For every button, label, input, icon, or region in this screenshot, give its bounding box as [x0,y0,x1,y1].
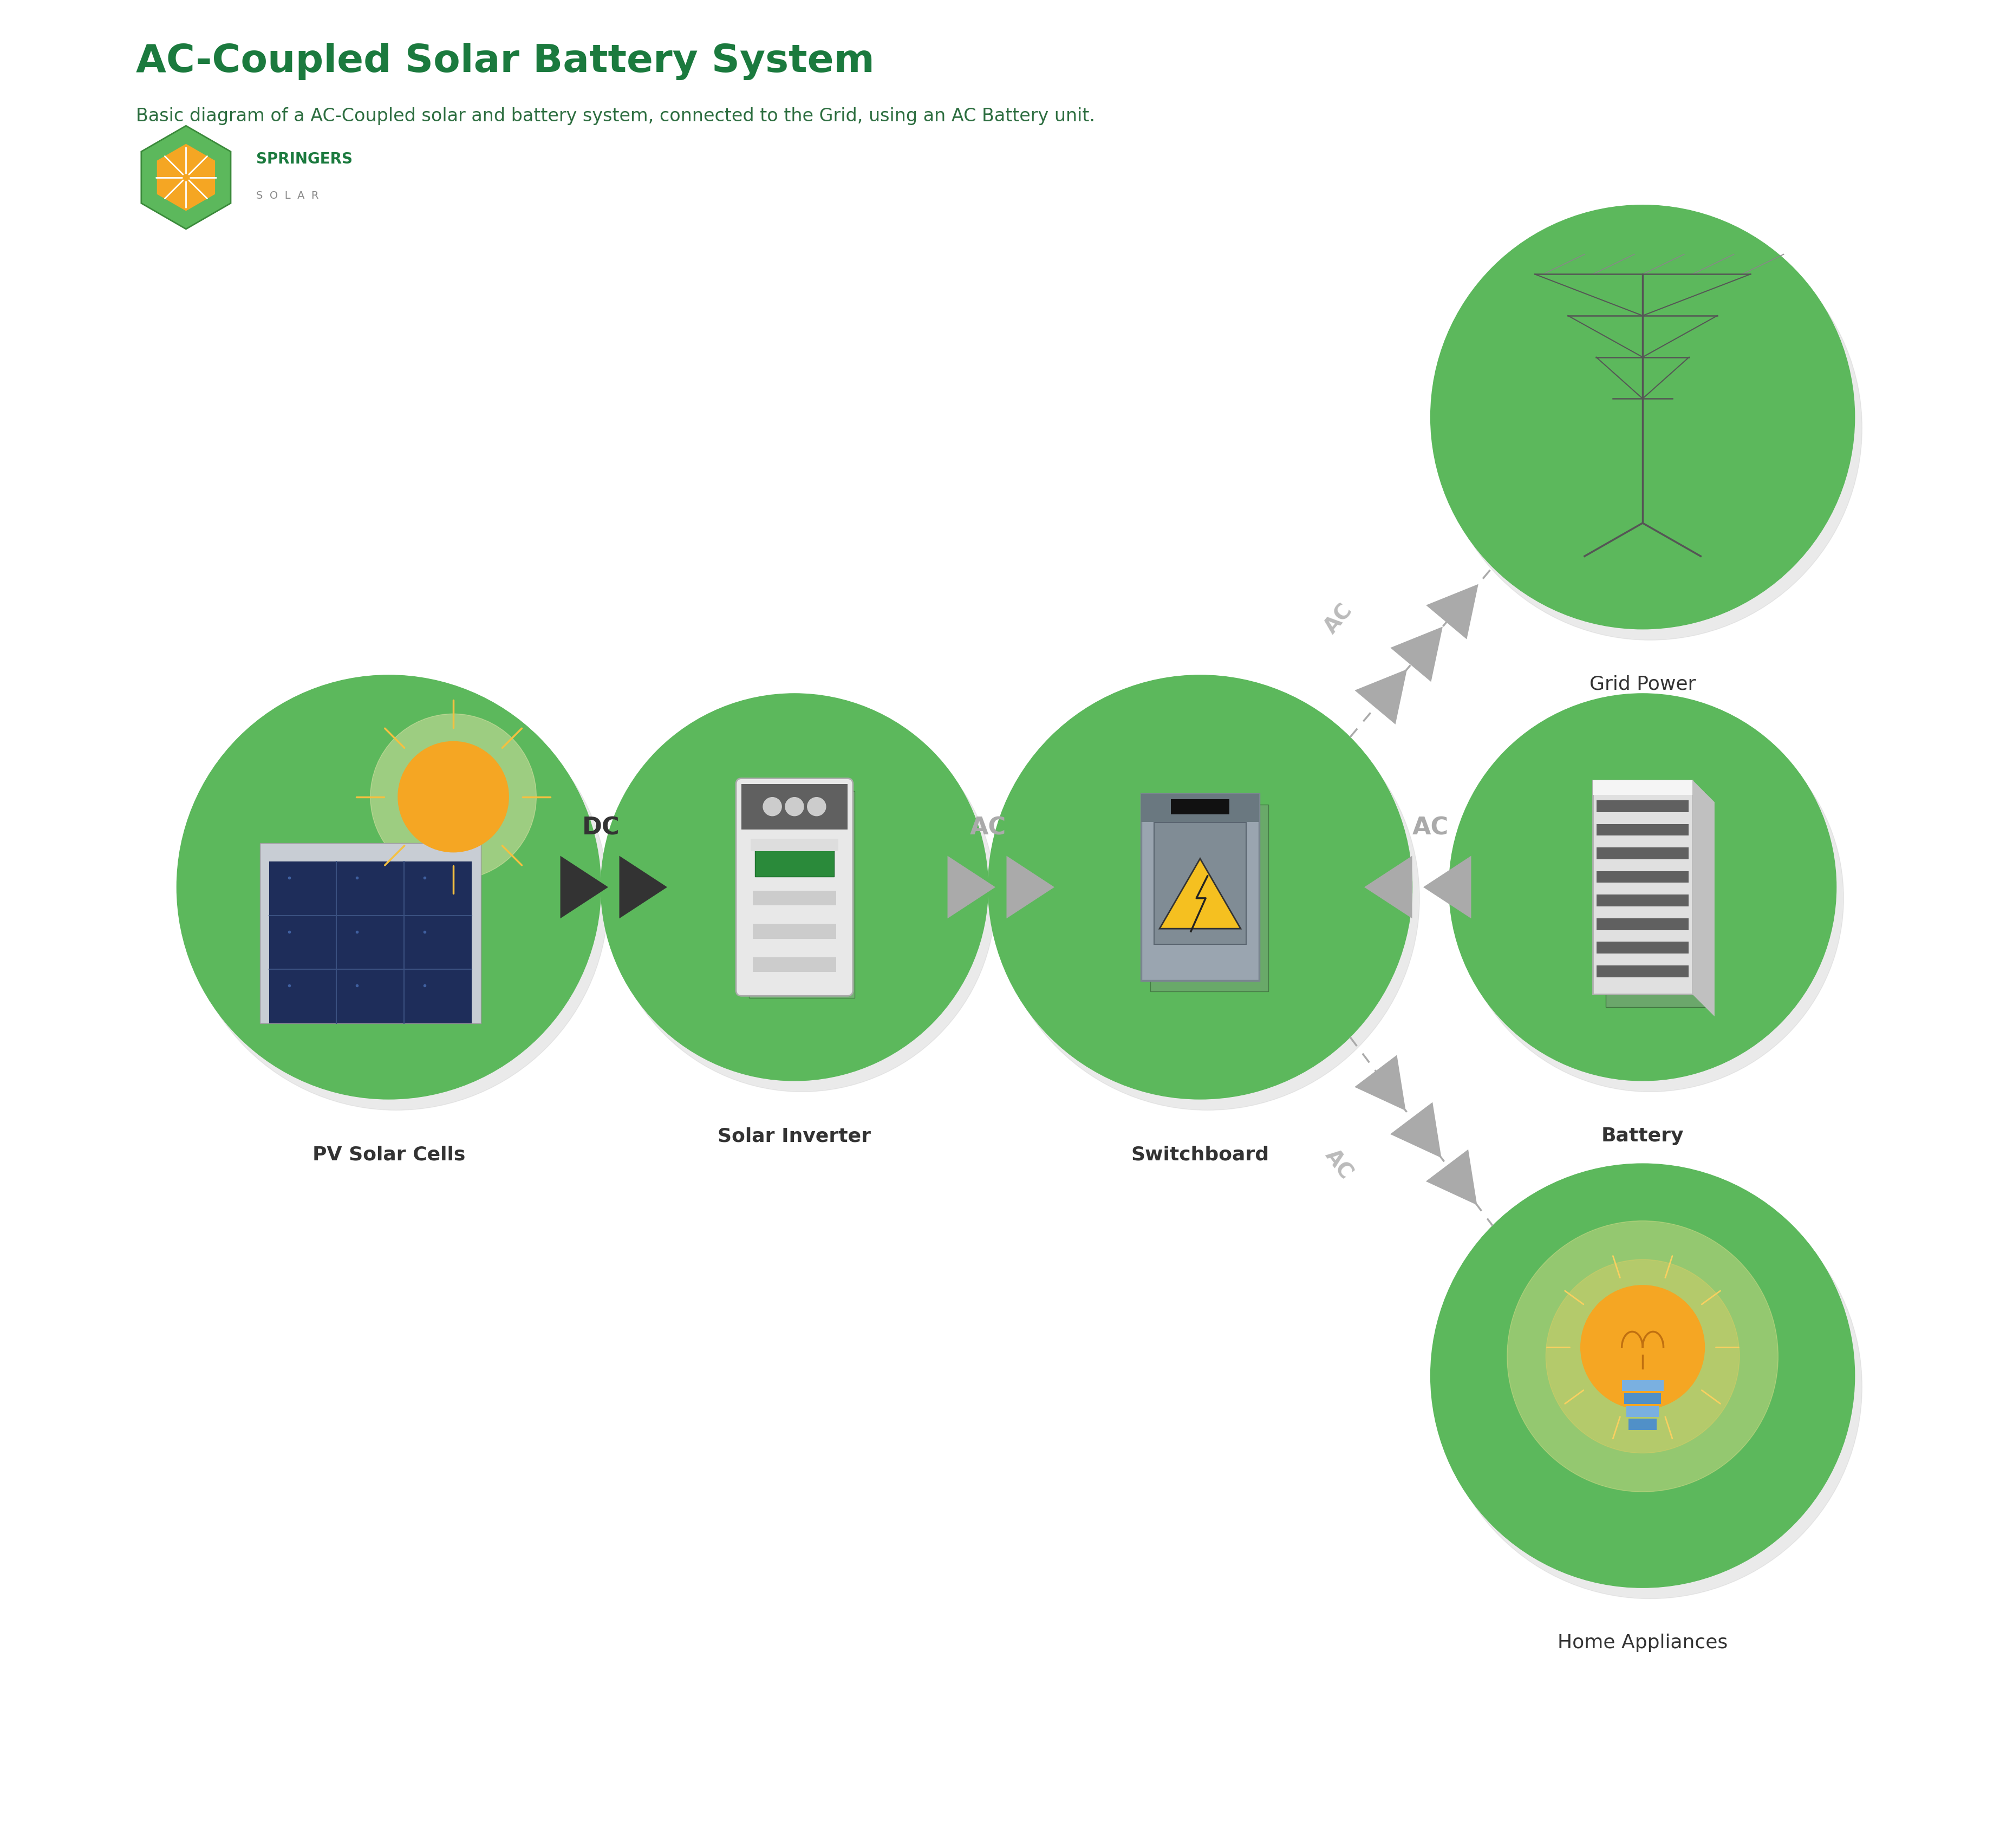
FancyBboxPatch shape [1596,848,1689,859]
FancyBboxPatch shape [755,839,833,876]
Polygon shape [1006,856,1055,918]
Circle shape [996,686,1419,1111]
Polygon shape [1391,626,1443,682]
Circle shape [1508,1222,1777,1491]
Circle shape [1449,693,1836,1081]
Polygon shape [1365,856,1413,918]
FancyBboxPatch shape [270,861,471,1024]
FancyBboxPatch shape [1151,806,1268,992]
Text: Switchboard: Switchboard [1131,1146,1268,1164]
Text: AC: AC [1413,817,1449,839]
Polygon shape [1425,1149,1478,1205]
Circle shape [177,675,600,1100]
Text: AC: AC [970,817,1006,839]
Circle shape [370,713,535,880]
FancyBboxPatch shape [749,791,856,998]
FancyBboxPatch shape [1141,795,1258,981]
FancyBboxPatch shape [1622,1380,1663,1392]
Polygon shape [1693,780,1715,1016]
Polygon shape [1355,1055,1405,1111]
Text: S  O  L  A  R: S O L A R [256,190,318,201]
Circle shape [1431,205,1854,628]
Polygon shape [620,856,666,918]
FancyBboxPatch shape [737,778,854,996]
FancyBboxPatch shape [753,957,835,972]
FancyBboxPatch shape [1596,894,1689,906]
Polygon shape [560,856,608,918]
FancyBboxPatch shape [741,784,847,830]
Polygon shape [1423,856,1472,918]
FancyBboxPatch shape [751,839,837,850]
Polygon shape [1159,859,1240,930]
Circle shape [1437,1175,1862,1599]
Circle shape [1580,1286,1705,1410]
FancyBboxPatch shape [1592,780,1693,795]
Circle shape [785,796,803,815]
FancyBboxPatch shape [1627,1406,1659,1417]
Circle shape [1455,704,1844,1092]
Text: Basic diagram of a AC-Coupled solar and battery system, connected to the Grid, u: Basic diagram of a AC-Coupled solar and … [137,107,1095,126]
Circle shape [807,796,825,815]
FancyBboxPatch shape [1592,780,1693,994]
FancyBboxPatch shape [753,924,835,939]
Circle shape [1431,1164,1854,1587]
Polygon shape [141,126,231,229]
Text: AC-Coupled Solar Battery System: AC-Coupled Solar Battery System [137,43,876,79]
Text: PV Solar Cells: PV Solar Cells [312,1146,465,1164]
FancyBboxPatch shape [1153,822,1246,944]
Polygon shape [1425,584,1478,639]
Text: AC: AC [1321,601,1357,638]
FancyBboxPatch shape [1596,824,1689,835]
FancyBboxPatch shape [260,843,481,1024]
Circle shape [600,693,988,1081]
Text: Grid Power: Grid Power [1590,675,1695,693]
Circle shape [1437,216,1862,639]
Text: Battery: Battery [1600,1127,1685,1146]
FancyBboxPatch shape [1624,1393,1661,1404]
FancyBboxPatch shape [1629,1419,1657,1430]
Text: DC: DC [582,817,620,839]
FancyBboxPatch shape [1596,918,1689,930]
Circle shape [1546,1260,1739,1453]
Circle shape [988,675,1413,1100]
FancyBboxPatch shape [1596,965,1689,978]
Text: AC: AC [1321,1146,1357,1183]
Text: Home Appliances: Home Appliances [1558,1634,1727,1652]
Circle shape [183,686,608,1111]
Circle shape [608,704,996,1092]
FancyBboxPatch shape [1596,800,1689,811]
Text: Solar Inverter: Solar Inverter [719,1127,872,1146]
FancyBboxPatch shape [1606,793,1705,1007]
Polygon shape [948,856,996,918]
FancyBboxPatch shape [1172,798,1230,815]
FancyBboxPatch shape [1596,942,1689,954]
FancyBboxPatch shape [1596,870,1689,883]
Polygon shape [157,144,215,211]
FancyBboxPatch shape [1141,795,1258,822]
Circle shape [763,796,781,815]
Circle shape [399,741,509,852]
FancyBboxPatch shape [753,891,835,906]
Polygon shape [1355,669,1407,724]
Polygon shape [1391,1101,1441,1159]
Text: SPRINGERS: SPRINGERS [256,152,352,166]
